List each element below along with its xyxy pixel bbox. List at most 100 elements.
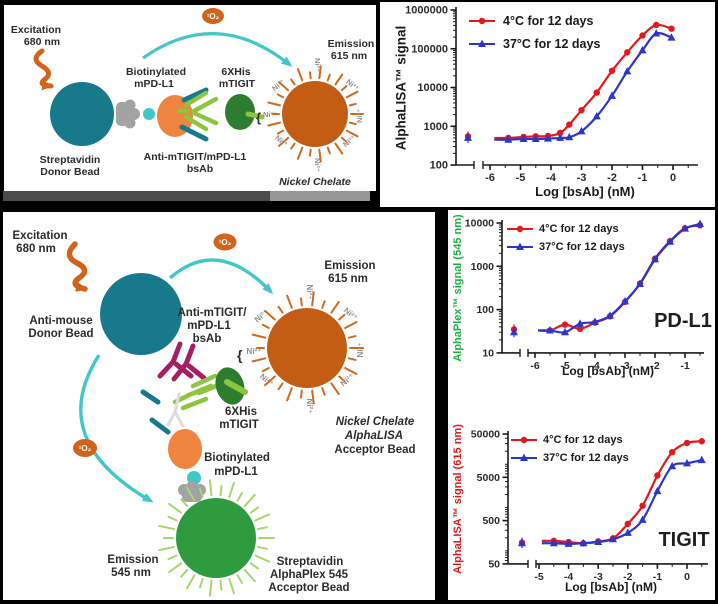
anti-mouse-donor-bead — [100, 273, 182, 355]
streptavidin-connector — [116, 99, 140, 129]
teal-fab-fragments — [140, 389, 171, 435]
nickel-brace: { — [237, 347, 243, 363]
chart-legend: 4°C for 12 days 37°C for 12 days — [510, 434, 629, 464]
svg-text:Ni²⁺: Ni²⁺ — [270, 77, 287, 93]
teal-fab-fragments — [179, 87, 209, 142]
svg-text:Ni²⁺: Ni²⁺ — [253, 308, 270, 324]
svg-text:1000: 1000 — [471, 261, 495, 273]
svg-text:50000: 50000 — [471, 429, 500, 441]
emission-label: Emission — [328, 38, 375, 50]
chartbox-tigit: 50 500 5000 50000 -5 -4 -3 -2 -1 0 AlphaLISA™ sig… — [448, 400, 715, 600]
svg-text:Ni²⁺: Ni²⁺ — [339, 372, 356, 388]
bsab-label-2: bsAb — [187, 163, 213, 175]
legend-marker-blue-triangle — [511, 453, 537, 461]
svg-text:1000: 1000 — [424, 121, 448, 133]
legend-item-4c: 4°C for 12 days — [468, 14, 600, 28]
his-tag-link — [245, 111, 265, 120]
his-tag-label-2: mTIGIT — [219, 78, 256, 90]
his-tag-label: 6XHis — [225, 406, 257, 418]
chart-legend: 4°C for 12 days 37°C for 12 days — [468, 14, 600, 51]
his-tag-label-2: mTIGIT — [219, 419, 259, 431]
svg-text:1000000: 1000000 — [405, 5, 448, 17]
legend-label: 37°C for 12 days — [539, 241, 625, 253]
excitation-arrow — [66, 241, 88, 292]
acceptor-bead-label: Nickel Chelate — [279, 176, 351, 188]
bsab-label-2: mPD-L1 — [187, 320, 231, 332]
x-axis-label: Log [bsAb] (nM) — [535, 184, 635, 199]
x-axis-label: Log [bsAb] (nM) — [565, 580, 657, 594]
bsab-antibody-magenta — [157, 341, 207, 382]
donor-bead-label: Anti-mouse — [29, 315, 92, 327]
y-axis-label: AlphaLISA™ signal — [393, 25, 409, 151]
excitation-label-2: 680 nm — [24, 36, 60, 48]
singlet-oxygen-arc-left — [79, 354, 154, 503]
svg-text:Ni²⁺: Ni²⁺ — [305, 285, 314, 300]
nickel-acceptor-label-3: Acceptor Bead — [334, 444, 415, 456]
svg-text:0: 0 — [684, 571, 690, 583]
alphaplex-bead-rays — [158, 479, 275, 597]
svg-text:100: 100 — [476, 304, 494, 316]
svg-text:Ni²⁺: Ni²⁺ — [258, 372, 275, 388]
donor-bead-label-2: Donor Bead — [40, 166, 100, 178]
y-axis-label: AlphaLISA™ signal (615 nm) — [452, 424, 464, 574]
emission-615-label-2: 615 nm — [328, 273, 368, 285]
svg-text:Ni²⁺: Ni²⁺ — [313, 158, 322, 172]
legend-item-37c: 37°C for 12 days — [510, 452, 629, 464]
nickel-ion-label: Ni²⁺ — [247, 347, 262, 356]
svg-text:-1: -1 — [680, 360, 689, 372]
legend-item-4c: 4°C for 12 days — [506, 223, 625, 235]
assay-diagram-1: ¹O₂ Excitation 680 nm Streptavidin Donor… — [11, 8, 375, 188]
legend-marker-red-circle — [511, 436, 537, 444]
nickel-acceptor-label: Nickel Chelate — [336, 416, 415, 428]
singlet-oxygen-badge-left — [73, 439, 97, 457]
svg-text:-3: -3 — [577, 172, 587, 184]
bsab-label: Anti-mTIGIT/mPD-L1 — [144, 151, 247, 163]
panel-alphaplex-assay-diagram: ¹O₂ ¹O₂ Excitation 680 nm Anti-mouse Don… — [3, 212, 435, 600]
svg-text:5000: 5000 — [477, 472, 501, 484]
nickel-brace: { — [256, 110, 261, 125]
legend-item-37c: 37°C for 12 days — [506, 241, 625, 253]
antibody-outline — [166, 392, 185, 428]
nickel-chelate-acceptor-bead — [282, 81, 348, 147]
alphalisa-stability-chart: 100 1000 10000 100000 1000000 -6 -5 -4 -3 -2 -1 0 — [405, 5, 698, 184]
target-label-pdl1: PD-L1 — [654, 310, 712, 332]
nickel-ion-label: Ni²⁺ — [263, 110, 277, 119]
legend-marker-red-circle — [469, 17, 495, 25]
legend-marker-blue-triangle — [469, 39, 495, 47]
assay-diagram-2: ¹O₂ ¹O₂ Excitation 680 nm Anti-mouse Don… — [13, 230, 416, 597]
svg-text:Ni²⁺: Ni²⁺ — [313, 58, 322, 72]
svg-text:-5: -5 — [516, 172, 526, 184]
bsab-label: Anti-mTIGIT/ — [178, 307, 248, 319]
chartbox-pdl1: 10 100 1000 10000 -6 -5 -4 -3 -2 -1 AlphaPlex™ si… — [448, 210, 715, 400]
legend-label: 4°C for 12 days — [503, 14, 594, 28]
his-tag-link — [224, 379, 248, 395]
svg-text:Ni²⁺: Ni²⁺ — [355, 109, 364, 123]
nickel-chelate-acceptor-bead — [267, 308, 347, 388]
legend-label: 37°C for 12 days — [543, 452, 629, 464]
svg-text:-4: -4 — [590, 360, 599, 372]
svg-text:-1: -1 — [638, 172, 648, 184]
strep-acceptor-label-2: AlphaPlex 545 — [270, 569, 349, 581]
svg-text:-5: -5 — [534, 571, 543, 583]
biotin-linker — [143, 108, 155, 120]
divider-bar-dark — [3, 191, 270, 201]
singlet-oxygen-label-top: ¹O₂ — [219, 238, 232, 247]
svg-text:-6: -6 — [485, 172, 495, 184]
emission-label-2: 615 nm — [331, 50, 367, 62]
svg-text:-4: -4 — [564, 571, 573, 583]
svg-text:Ni²⁺: Ni²⁺ — [305, 399, 314, 414]
bsab-antibody-green — [172, 373, 224, 411]
excitation-label: Excitation — [13, 230, 68, 242]
legend-label: 37°C for 12 days — [503, 37, 601, 51]
biotinylated-label-2: mPD-L1 — [134, 78, 174, 90]
y-axis-label: AlphaPlex™ signal (545 nm) — [452, 214, 464, 362]
biotinylated-label: Biotinylated — [204, 452, 270, 464]
svg-text:-4: -4 — [546, 172, 557, 184]
svg-text:-2: -2 — [607, 172, 617, 184]
donor-bead-label: Streptavidin — [40, 154, 101, 166]
streptavidin-donor-bead — [50, 82, 114, 146]
donor-bead-label-2: Donor Bead — [28, 328, 93, 340]
mpdl1-antigen — [168, 429, 202, 469]
his-tag-label: 6XHis — [221, 66, 250, 78]
